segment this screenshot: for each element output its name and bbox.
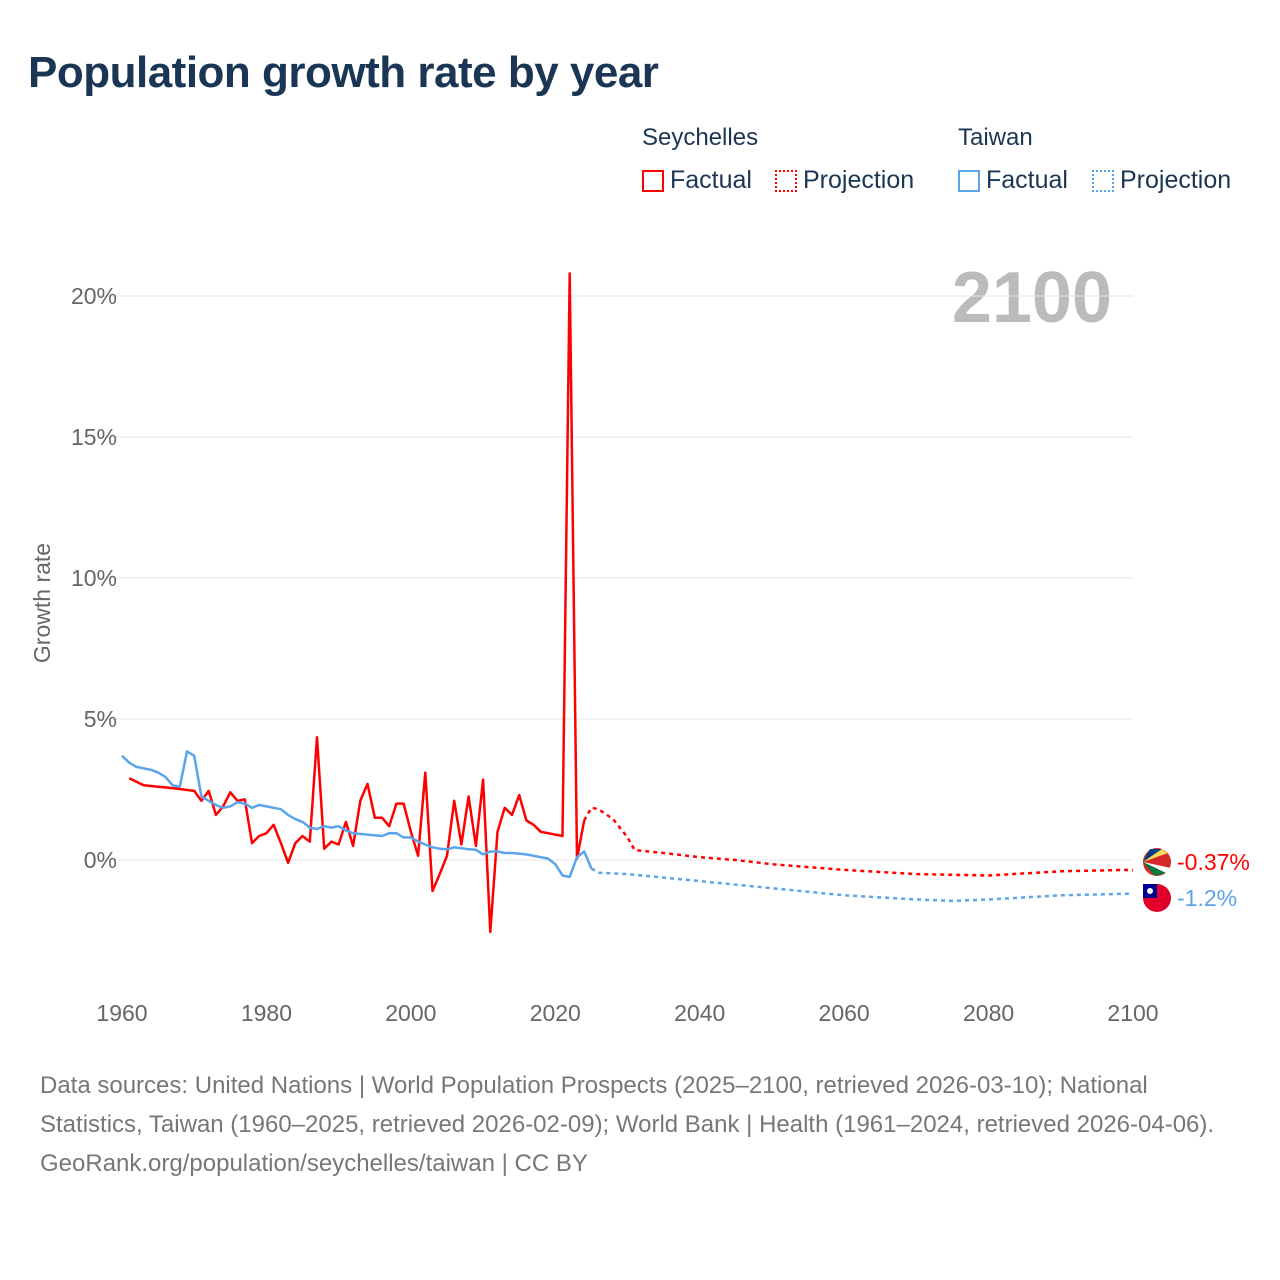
y-tick-label: 15% — [71, 424, 117, 450]
legend-seychelles-factual[interactable]: Factual — [642, 166, 752, 195]
page-title: Population growth rate by year — [28, 48, 659, 97]
flag-stripe — [1143, 862, 1171, 873]
flag-stripe — [1143, 862, 1166, 876]
year-label: 2100 — [952, 258, 1112, 338]
series-taiwan-projection-line — [590, 867, 1133, 903]
y-axis-label: Growth rate — [29, 543, 55, 663]
x-tick-label: 2100 — [1107, 1000, 1158, 1026]
legend-title-seychelles: Seychelles — [642, 124, 759, 151]
legend-title-taiwan: Taiwan — [958, 124, 1033, 151]
series-taiwan-factual-line — [121, 750, 593, 879]
data-sources: Data sources: United Nations | World Pop… — [40, 1072, 1215, 1138]
x-tick-label: 2040 — [674, 1000, 725, 1026]
x-tick-label: 2000 — [385, 1000, 436, 1026]
legend-swatch — [642, 169, 664, 192]
series-seychelles-factual-line — [128, 272, 586, 934]
footer: Data sources: United Nations | World Pop… — [40, 1066, 1250, 1183]
credit-link[interactable]: GeoRank.org/population/seychelles/taiwan… — [40, 1150, 588, 1177]
legend-taiwan-projection[interactable]: Projection — [1092, 166, 1231, 195]
legend-swatch — [1092, 169, 1114, 192]
series-seychelles-projection-line — [583, 806, 1134, 877]
end-label-taiwan: -1.2% — [1177, 885, 1237, 911]
y-tick-label: 5% — [84, 706, 117, 732]
legend-seychelles-projection[interactable]: Projection — [775, 166, 914, 195]
legend-label: Projection — [1120, 166, 1232, 194]
legend-label: Factual — [670, 166, 752, 194]
y-tick-label: 10% — [71, 565, 117, 591]
legend-label: Factual — [986, 166, 1068, 194]
flag-sun — [1147, 888, 1153, 894]
legend-swatch — [958, 169, 980, 192]
legend-taiwan-factual[interactable]: Factual — [958, 166, 1068, 195]
legend-swatch — [775, 169, 797, 192]
y-tick-label: 0% — [84, 847, 117, 873]
y-tick-label: 20% — [71, 283, 117, 309]
legend-label: Projection — [803, 166, 915, 194]
x-tick-label: 1960 — [96, 1000, 147, 1026]
chart-plot: 2100 Growth rate 0% 5% 10% 15% 20% 1960 1980 20… — [29, 258, 1250, 1026]
x-tick-label: 2060 — [819, 1000, 870, 1026]
x-tick-label: 2080 — [963, 1000, 1014, 1026]
x-tick-label: 2020 — [530, 1000, 581, 1026]
x-tick-label: 1980 — [241, 1000, 292, 1026]
flag-stripe — [1143, 849, 1168, 862]
end-label-seychelles: -0.37% — [1177, 849, 1250, 875]
